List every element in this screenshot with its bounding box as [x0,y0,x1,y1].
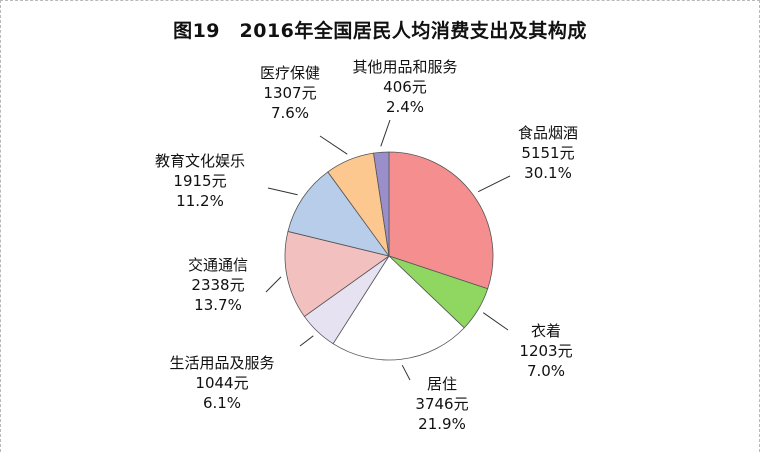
slice-label-value-6: 1307元 [263,84,316,102]
slice-label-percent-6: 7.6% [271,104,309,122]
slice-label-name-0: 食品烟酒 [518,124,578,142]
slice-label-percent-0: 30.1% [524,164,572,182]
slice-label-value-3: 1044元 [195,374,248,392]
pie-slice-5 [287,171,390,257]
slice-labels: 食品烟酒 5151元 30.1% 衣着 1203元 7.0% 居住 3746元 21.9% 生活用… [155,58,578,433]
slice-label-percent-5: 11.2% [176,192,224,210]
leader-line-2 [401,364,411,381]
slice-label-name-1: 衣着 [531,322,561,340]
leader-line-7 [380,119,391,147]
slice-label-value-4: 2338元 [191,276,244,294]
leader-line-6 [319,135,348,155]
slice-label-name-7: 其他用品和服务 [352,58,457,76]
slice-label-value-1: 1203元 [519,342,572,360]
leader-lines [265,119,511,381]
leader-line-0 [477,175,511,193]
slice-label-value-2: 3746元 [415,395,468,413]
slice-label-name-3: 生活用品及服务 [169,354,274,372]
slice-label-name-6: 医疗保健 [260,64,320,82]
pie-slice-4 [284,230,390,317]
leader-line-4 [265,276,282,293]
slice-label-percent-4: 13.7% [194,296,242,314]
pie-slice-7 [373,151,390,257]
slice-label-percent-1: 7.0% [527,362,565,380]
leader-line-5 [267,187,298,196]
slice-label-percent-2: 21.9% [418,415,466,433]
chart-title: 图19 2016年全国居民人均消费支出及其构成 [173,20,587,42]
pie-slice-2 [332,255,465,361]
slice-label-percent-7: 2.4% [386,98,424,116]
slice-label-value-7: 406元 [383,78,427,96]
slice-label-percent-3: 6.1% [203,394,241,412]
leader-line-3 [299,335,314,347]
slice-label-name-5: 教育文化娱乐 [155,152,245,170]
slice-label-name-4: 交通通信 [188,256,248,274]
pie-slice-0 [388,151,494,290]
slice-label-name-2: 居住 [427,375,457,393]
leader-line-1 [482,312,509,331]
slice-label-value-5: 1915元 [173,172,226,190]
pie-slices [284,151,494,361]
slice-label-value-0: 5151元 [521,144,574,162]
